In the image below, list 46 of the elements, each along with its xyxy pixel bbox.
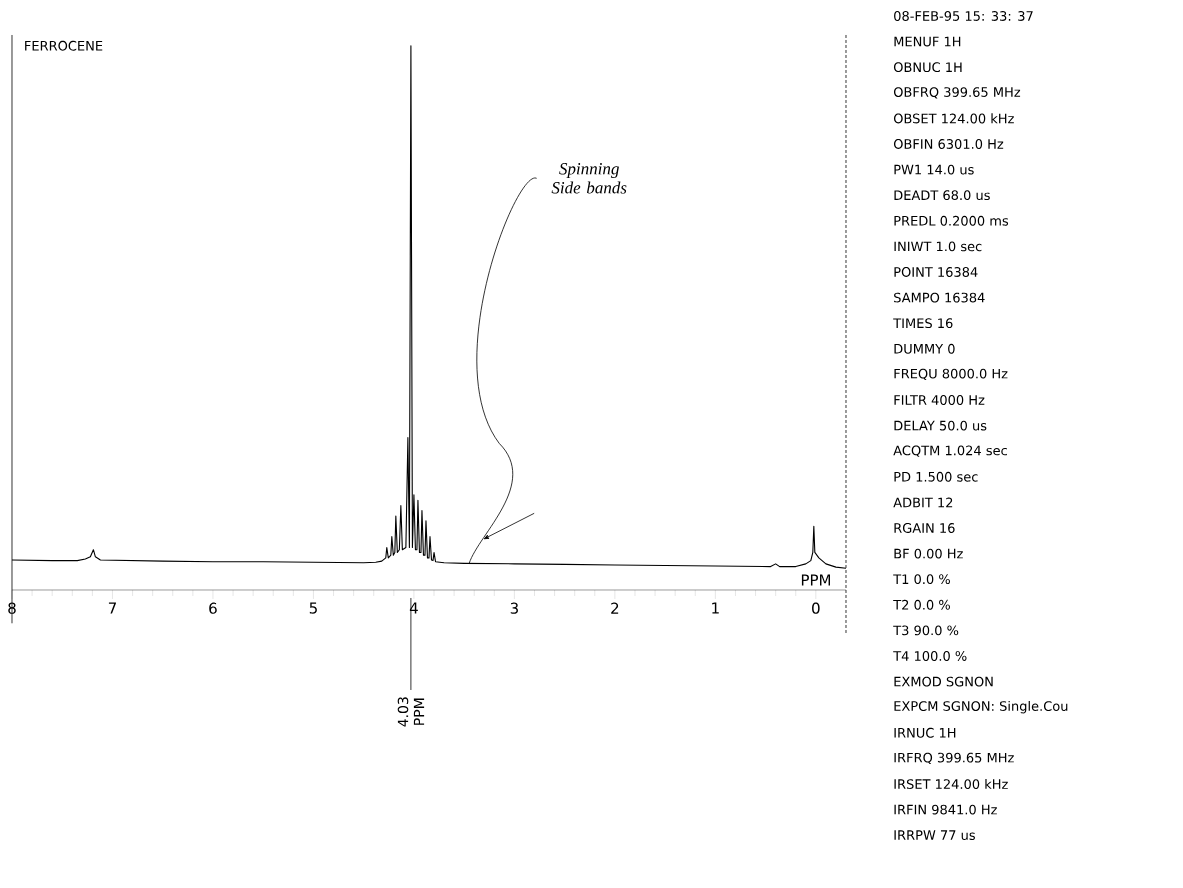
text: DELAY 50.0 us — [894, 420, 987, 431]
text: IRFIN 9841.0 Hz — [894, 804, 997, 815]
x-tick-label: 8 — [8, 602, 16, 614]
text: ADBIT 12 — [893, 497, 953, 508]
x-tick-label: 4 — [409, 602, 418, 614]
chart-title: FERROCENE — [25, 40, 103, 51]
text: OBFIN 6301.0 Hz — [893, 139, 1004, 149]
text: POINT 16384 — [894, 267, 978, 277]
text: INIWT 1.0 sec — [894, 241, 982, 252]
text: DEADT 68.0 us — [894, 190, 990, 201]
text: MENUF 1H — [894, 36, 961, 47]
x-tick-label: 2 — [611, 602, 619, 614]
text: OBNUC 1H — [893, 62, 962, 73]
text: RGAIN 16 — [894, 523, 955, 533]
annotation: 4.03 PPM — [397, 697, 425, 727]
x-tick-label: 7 — [108, 602, 116, 614]
text: OBFRQ 399.65 MHz — [893, 87, 1021, 99]
x-tick-label: 6 — [209, 602, 217, 614]
x-tick-label: 0 — [812, 602, 820, 614]
x-axis-title: PPM — [801, 574, 830, 586]
text: OBSET 124.00 kHz — [893, 113, 1014, 124]
x-tick-label: 3 — [510, 602, 518, 614]
x-tick-label: 1 — [712, 602, 719, 614]
text: FILTR 4000 Hz — [894, 395, 985, 405]
text: ACQTM 1.024 sec — [893, 445, 1007, 457]
text: TIMES 16 — [893, 318, 953, 329]
text: IRFRQ 399.65 MHz — [894, 752, 1014, 765]
text: FREQU 8000.0 Hz — [894, 368, 1008, 381]
text: T1 0.0 % — [893, 574, 950, 585]
text: T4 100.0 % — [893, 651, 967, 661]
text: EXPCM SGNON: Single.Cou — [894, 700, 1068, 714]
text: T2 0.0 % — [893, 599, 950, 610]
annotation: Spinning Side bands — [551, 163, 627, 194]
x-tick-label: 5 — [309, 602, 317, 614]
text: PD 1.500 sec — [894, 471, 978, 482]
text: IRRPW 77 us — [894, 830, 975, 841]
text: SAMPO 16384 — [894, 292, 985, 303]
text: BF 0.00 Hz — [894, 548, 963, 559]
text: T3 90.0 % — [893, 625, 959, 636]
text: 08-FEB-95 15: 33: 37 — [894, 11, 1033, 21]
text: IRSET 124.00 kHz — [894, 778, 1008, 790]
text: DUMMY 0 — [894, 343, 955, 354]
text: PW1 14.0 us — [894, 164, 974, 175]
text: EXMOD SGNON — [894, 676, 993, 687]
text: PREDL 0.2000 ms — [894, 215, 1009, 226]
text: IRNUC 1H — [894, 727, 956, 738]
